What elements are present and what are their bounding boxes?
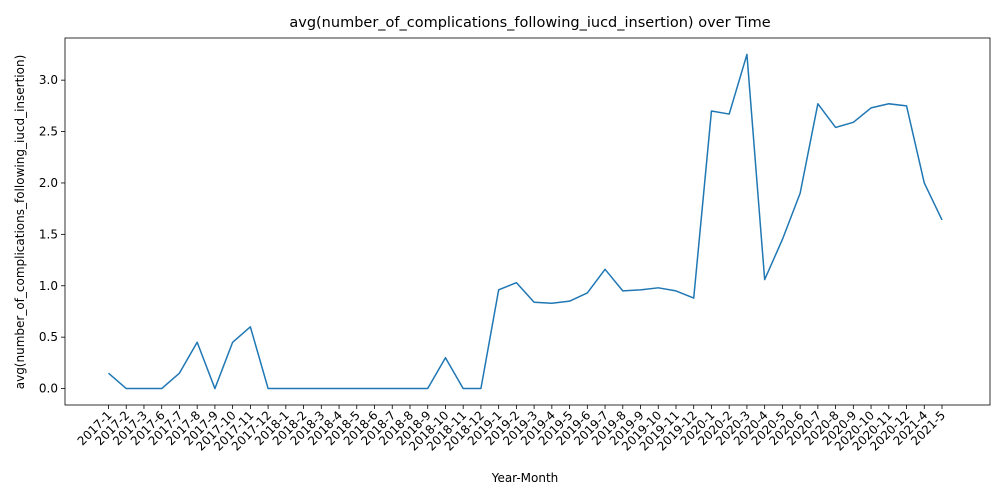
chart-title: avg(number_of_complications_following_iu… <box>289 15 770 31</box>
y-tick-label: 2.0 <box>39 176 58 190</box>
y-tick-label: 1.0 <box>39 279 58 293</box>
y-tick-label: 0.0 <box>39 382 58 396</box>
y-tick-label: 3.0 <box>39 73 58 87</box>
y-tick-label: 2.5 <box>39 125 58 139</box>
y-tick-label: 0.5 <box>39 330 58 344</box>
y-axis-label: avg(number_of_complications_following_iu… <box>13 55 27 390</box>
x-axis-label: Year-Month <box>491 471 559 485</box>
plot-frame <box>64 37 991 406</box>
y-tick-label: 1.5 <box>39 227 58 241</box>
axes: 0.00.51.01.52.02.53.02017-12017-22017-32… <box>39 37 991 454</box>
series-line-0 <box>108 53 943 390</box>
plot-area <box>108 53 943 390</box>
